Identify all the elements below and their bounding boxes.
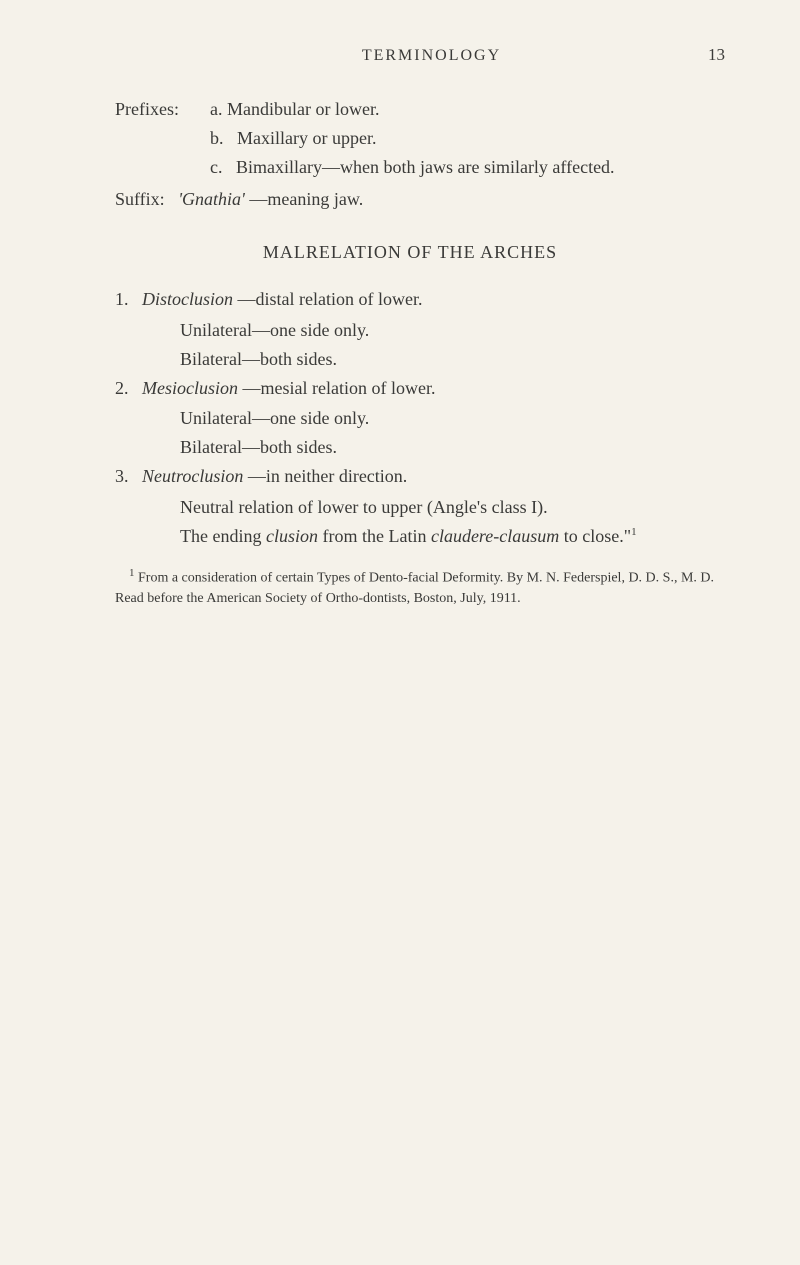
running-head: TERMINOLOGY [155, 47, 708, 65]
item-number: 2. [115, 378, 129, 398]
suffix-row: Suffix: 'Gnathia' —meaning jaw. [115, 185, 725, 214]
continuation-line: The ending clusion from the Latin claude… [180, 522, 725, 551]
suffix-definition: —meaning jaw. [249, 189, 363, 209]
prefixes-label: Prefixes: [115, 95, 210, 124]
prefixes-block: Prefixes: a. Mandibular or lower. b. Max… [95, 95, 725, 214]
section-heading: MALRELATION OF THE ARCHES [95, 242, 725, 263]
page-header: TERMINOLOGY 13 [95, 45, 725, 65]
prefix-text: Mandibular or lower. [227, 95, 379, 124]
footnote-ref: 1 [631, 526, 637, 538]
prefix-letter: c. [210, 157, 223, 177]
continuation-line: Neutral relation of lower to upper (Angl… [180, 493, 725, 522]
numbered-line: 3. Neutroclusion —in neither direction. [133, 462, 725, 491]
page-number: 13 [708, 45, 725, 65]
prefix-row-c: c. Bimaxillary—when both jaws are simila… [210, 153, 725, 182]
prefix-text: Bimaxillary—when both jaws are similarly… [236, 157, 615, 177]
item-term: Mesioclusion [142, 378, 238, 398]
item-definition: —distal relation of lower. [238, 289, 423, 309]
item-term: Distoclusion [142, 289, 233, 309]
item-definition: —in neither direction. [248, 466, 407, 486]
item-3: 3. Neutroclusion —in neither direction. … [95, 462, 725, 550]
item-number: 1. [115, 289, 129, 309]
item-1: 1. Distoclusion —distal relation of lowe… [95, 285, 725, 373]
prefix-row-b: b. Maxillary or upper. [210, 124, 725, 153]
prefix-text: Maxillary or upper. [237, 128, 376, 148]
prefix-row-a: Prefixes: a. Mandibular or lower. [115, 95, 725, 124]
footnote-text: From a consideration of certain Types of… [115, 571, 714, 606]
item-number: 3. [115, 466, 129, 486]
footnote: 1 From a consideration of certain Types … [115, 566, 725, 608]
suffix-label: Suffix: [115, 189, 165, 209]
prefix-letter: a. [210, 95, 223, 124]
prefix-letter: b. [210, 128, 224, 148]
suffix-term: 'Gnathia' [178, 189, 245, 209]
item-term: Neutroclusion [142, 466, 243, 486]
sub-definition: Bilateral—both sides. [180, 433, 725, 462]
numbered-line: 2. Mesioclusion —mesial relation of lowe… [133, 374, 725, 403]
sub-definition: Unilateral—one side only. [180, 316, 725, 345]
item-definition: —mesial relation of lower. [243, 378, 436, 398]
sub-definition: Bilateral—both sides. [180, 345, 725, 374]
numbered-line: 1. Distoclusion —distal relation of lowe… [133, 285, 725, 314]
item-2: 2. Mesioclusion —mesial relation of lowe… [95, 374, 725, 462]
sub-definition: Unilateral—one side only. [180, 404, 725, 433]
